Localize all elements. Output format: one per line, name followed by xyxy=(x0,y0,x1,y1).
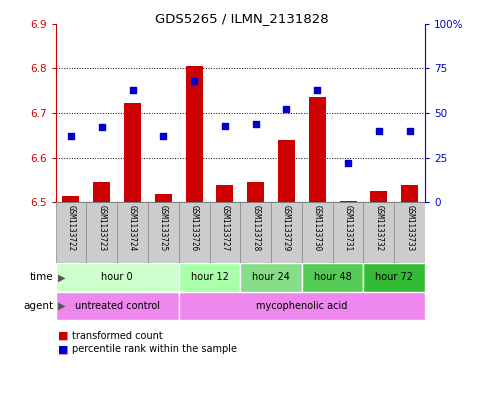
FancyBboxPatch shape xyxy=(56,202,86,263)
Text: time: time xyxy=(29,272,53,283)
FancyBboxPatch shape xyxy=(240,263,302,292)
Text: GSM1133731: GSM1133731 xyxy=(343,206,353,252)
Point xyxy=(221,122,229,129)
Point xyxy=(375,128,383,134)
Bar xyxy=(309,97,326,202)
Bar xyxy=(401,184,418,202)
Text: percentile rank within the sample: percentile rank within the sample xyxy=(72,344,238,354)
Point xyxy=(98,124,106,130)
FancyBboxPatch shape xyxy=(394,202,425,263)
Point xyxy=(252,121,259,127)
FancyBboxPatch shape xyxy=(364,202,394,263)
Text: ▶: ▶ xyxy=(58,301,66,311)
FancyBboxPatch shape xyxy=(179,292,425,320)
Bar xyxy=(278,140,295,202)
FancyBboxPatch shape xyxy=(302,202,333,263)
Text: GSM1133726: GSM1133726 xyxy=(190,206,199,252)
FancyBboxPatch shape xyxy=(302,263,364,292)
FancyBboxPatch shape xyxy=(179,263,240,292)
Text: GSM1133727: GSM1133727 xyxy=(220,206,229,252)
FancyBboxPatch shape xyxy=(210,202,240,263)
FancyBboxPatch shape xyxy=(364,263,425,292)
Point xyxy=(128,86,136,93)
Bar xyxy=(216,184,233,202)
Text: untreated control: untreated control xyxy=(75,301,159,311)
Text: GSM1133729: GSM1133729 xyxy=(282,206,291,252)
Text: GSM1133724: GSM1133724 xyxy=(128,206,137,252)
Text: ■: ■ xyxy=(58,331,69,341)
Text: agent: agent xyxy=(23,301,53,311)
Text: ■: ■ xyxy=(58,344,69,354)
Point xyxy=(313,86,321,93)
FancyBboxPatch shape xyxy=(271,202,302,263)
Bar xyxy=(62,196,79,202)
Text: GSM1133733: GSM1133733 xyxy=(405,206,414,252)
Point xyxy=(283,106,290,112)
Text: ▶: ▶ xyxy=(58,272,66,283)
Text: GSM1133723: GSM1133723 xyxy=(97,206,106,252)
Point xyxy=(159,133,167,140)
Text: hour 24: hour 24 xyxy=(252,272,290,283)
Bar xyxy=(247,182,264,202)
Bar xyxy=(93,182,110,202)
FancyBboxPatch shape xyxy=(179,202,210,263)
Text: GSM1133728: GSM1133728 xyxy=(251,206,260,252)
Point xyxy=(67,133,75,140)
Point xyxy=(344,160,352,166)
Text: GSM1133725: GSM1133725 xyxy=(159,206,168,252)
FancyBboxPatch shape xyxy=(56,292,179,320)
Text: transformed count: transformed count xyxy=(72,331,163,341)
FancyBboxPatch shape xyxy=(56,263,179,292)
FancyBboxPatch shape xyxy=(333,202,364,263)
FancyBboxPatch shape xyxy=(240,202,271,263)
Bar xyxy=(155,195,172,202)
Bar xyxy=(124,103,141,202)
Text: mycophenolic acid: mycophenolic acid xyxy=(256,301,348,311)
Text: GSM1133722: GSM1133722 xyxy=(67,206,75,252)
Text: GSM1133732: GSM1133732 xyxy=(374,206,384,252)
Text: hour 0: hour 0 xyxy=(101,272,133,283)
Bar xyxy=(185,66,202,202)
Point xyxy=(406,128,413,134)
FancyBboxPatch shape xyxy=(86,202,117,263)
Text: hour 48: hour 48 xyxy=(314,272,352,283)
FancyBboxPatch shape xyxy=(148,202,179,263)
Point xyxy=(190,78,198,84)
Text: GSM1133730: GSM1133730 xyxy=(313,206,322,252)
Bar xyxy=(340,201,356,202)
Text: GDS5265 / ILMN_2131828: GDS5265 / ILMN_2131828 xyxy=(155,12,328,25)
Text: hour 12: hour 12 xyxy=(191,272,228,283)
FancyBboxPatch shape xyxy=(117,202,148,263)
Bar xyxy=(370,191,387,202)
Text: hour 72: hour 72 xyxy=(375,272,413,283)
